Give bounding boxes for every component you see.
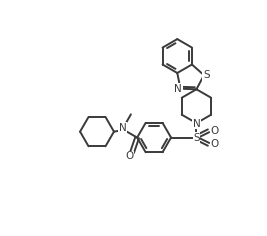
Text: S: S [193, 133, 200, 143]
Text: N: N [193, 119, 200, 129]
Text: O: O [125, 151, 133, 161]
Text: N: N [119, 122, 126, 133]
Text: S: S [203, 70, 210, 80]
Text: O: O [211, 139, 219, 149]
Text: N: N [174, 84, 182, 94]
Text: O: O [211, 126, 219, 136]
